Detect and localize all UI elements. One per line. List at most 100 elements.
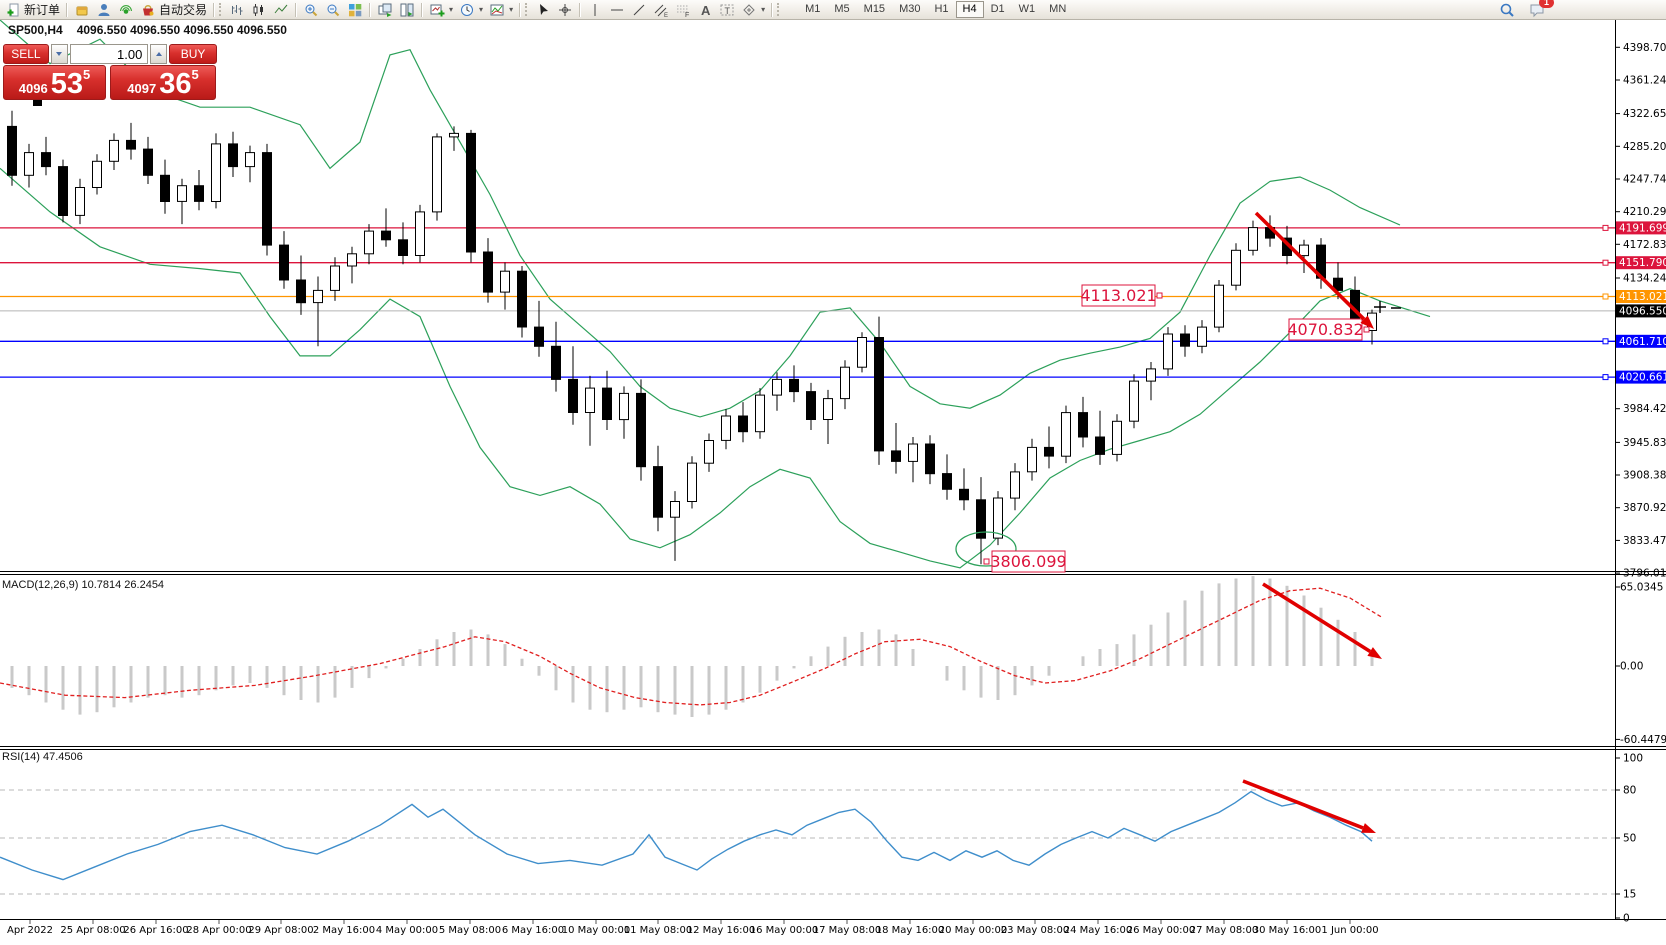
timeframe-button-mn[interactable]: MN bbox=[1049, 3, 1067, 15]
ask-price-main: 36 bbox=[159, 68, 192, 100]
svg-text:3945.835: 3945.835 bbox=[1623, 437, 1666, 449]
bar-chart-button[interactable] bbox=[226, 1, 248, 18]
styler-button[interactable] bbox=[71, 1, 93, 18]
line-chart-icon bbox=[274, 4, 288, 13]
vertical-line-icon bbox=[594, 3, 596, 16]
hline-4020.661[interactable] bbox=[0, 374, 1615, 381]
hline-4191.699[interactable] bbox=[0, 224, 1615, 231]
text-button[interactable]: A bbox=[694, 1, 716, 18]
ask-price-panel[interactable]: 4097 36 5 bbox=[110, 65, 216, 100]
toolbar-right-group: 1 bbox=[1496, 0, 1554, 18]
price-scale[interactable]: 4398.700 4361.245 4322.655 4285.200 4247.745… bbox=[1615, 42, 1666, 925]
candlestick-chart-button[interactable] bbox=[248, 1, 270, 18]
bid-price-pip: 5 bbox=[82, 67, 91, 82]
annotation-4113.021[interactable]: 4113.021 bbox=[1080, 284, 1163, 307]
svg-text:4113.021: 4113.021 bbox=[1619, 291, 1666, 303]
svg-text:65.0345: 65.0345 bbox=[1620, 582, 1663, 594]
volume-input[interactable]: 1.00 bbox=[69, 44, 149, 64]
ask-price-prefix: 4097 bbox=[127, 81, 157, 96]
styler-icon bbox=[76, 6, 88, 15]
new-chart-icon bbox=[430, 4, 445, 16]
sell-button[interactable]: SELL bbox=[3, 44, 49, 64]
zoom-in-button[interactable] bbox=[300, 1, 322, 18]
svg-text:3833.470: 3833.470 bbox=[1623, 535, 1666, 547]
separator bbox=[66, 2, 69, 17]
line-chart-button[interactable] bbox=[270, 1, 292, 18]
ask-price-pip: 5 bbox=[191, 67, 199, 82]
buy-button[interactable]: BUY bbox=[169, 44, 217, 64]
timeframe-button-h4[interactable]: H4 bbox=[955, 1, 984, 18]
svg-text:4096.550: 4096.550 bbox=[1619, 305, 1666, 317]
svg-text:50: 50 bbox=[1623, 833, 1636, 845]
svg-text:T: T bbox=[725, 6, 731, 16]
svg-text:28 Apr 00:00: 28 Apr 00:00 bbox=[186, 925, 251, 936]
arrange-windows-icon bbox=[400, 3, 414, 16]
hline-4151.790[interactable] bbox=[0, 259, 1615, 266]
clock-icon bbox=[461, 3, 474, 16]
timeframe-button-m1[interactable]: M1 bbox=[805, 3, 821, 15]
volume-increase-button[interactable] bbox=[150, 44, 168, 64]
svg-text:0: 0 bbox=[1623, 913, 1630, 925]
bid-price-panel[interactable]: 4096 53 5 bbox=[3, 65, 106, 100]
equidistant-channel-button[interactable]: E bbox=[650, 1, 672, 18]
new-chart-button[interactable]: ▾ bbox=[426, 1, 456, 18]
algo-trading-button[interactable]: 自动交易 bbox=[137, 1, 210, 18]
zoom-out-button[interactable] bbox=[322, 1, 344, 18]
annotation-4070.832[interactable]: 4070.832 bbox=[1287, 318, 1370, 341]
bid-price-prefix: 4096 bbox=[18, 81, 48, 96]
search-button[interactable] bbox=[1496, 1, 1518, 18]
svg-text:4322.655: 4322.655 bbox=[1623, 108, 1666, 120]
volume-decrease-button[interactable] bbox=[50, 44, 68, 64]
new-order-button[interactable]: 新订单 bbox=[2, 1, 63, 18]
trend-arrow-main[interactable] bbox=[1254, 211, 1374, 329]
hline-4061.710[interactable] bbox=[0, 338, 1615, 345]
cascade-windows-button[interactable] bbox=[374, 1, 396, 18]
toolbar-grip bbox=[219, 3, 223, 16]
separator bbox=[771, 2, 774, 17]
svg-text:4191.699: 4191.699 bbox=[1619, 222, 1666, 234]
profile-button[interactable] bbox=[93, 1, 115, 18]
svg-text:15: 15 bbox=[1623, 889, 1636, 901]
timeframe-button-w1[interactable]: W1 bbox=[1018, 3, 1036, 15]
symbol-period: SP500,H4 bbox=[8, 23, 63, 37]
tile-windows-button[interactable] bbox=[344, 1, 366, 18]
svg-text:4210.290: 4210.290 bbox=[1623, 206, 1666, 218]
current-price-label bbox=[1616, 304, 1666, 318]
trendline-button[interactable] bbox=[628, 1, 650, 18]
timeframe-button-h1[interactable]: H1 bbox=[934, 3, 949, 15]
crosshair-button[interactable] bbox=[554, 1, 576, 18]
shapes-button[interactable]: ▾ bbox=[738, 1, 768, 18]
signals-button[interactable] bbox=[115, 1, 137, 18]
arrange-windows-button[interactable] bbox=[396, 1, 418, 18]
annotation-3806.099[interactable]: 3806.099 bbox=[983, 550, 1067, 573]
horizontal-line-button[interactable] bbox=[606, 1, 628, 18]
cursor-button[interactable] bbox=[532, 1, 554, 18]
indicators-button[interactable]: ▾ bbox=[486, 1, 516, 18]
equidistant-channel-icon: E bbox=[654, 4, 668, 18]
period-button[interactable]: ▾ bbox=[456, 1, 486, 18]
hline-4113.021[interactable] bbox=[0, 293, 1615, 300]
timeframe-button-m5[interactable]: M5 bbox=[834, 3, 850, 15]
notifications-button[interactable]: 1 bbox=[1526, 0, 1554, 18]
svg-text:4247.745: 4247.745 bbox=[1623, 174, 1666, 186]
trend-arrow-rsi[interactable] bbox=[1242, 779, 1376, 833]
trend-arrow-macd[interactable] bbox=[1262, 582, 1382, 659]
label-button[interactable]: T bbox=[716, 1, 738, 18]
caret-up-icon bbox=[155, 52, 162, 56]
fibonacci-button[interactable]: F bbox=[672, 1, 694, 18]
bollinger-bands[interactable] bbox=[0, 19, 1431, 569]
crosshair-icon bbox=[559, 3, 572, 16]
highlight-ellipse[interactable] bbox=[955, 531, 1017, 567]
separator bbox=[421, 2, 424, 17]
object-anchor-marker[interactable] bbox=[33, 100, 42, 106]
svg-text:16 May 00:00: 16 May 00:00 bbox=[750, 925, 819, 936]
zoom-out-icon bbox=[327, 4, 340, 16]
timeframe-button-m30[interactable]: M30 bbox=[899, 3, 921, 15]
vertical-line-button[interactable] bbox=[584, 1, 606, 18]
timeframe-button-d1[interactable]: D1 bbox=[990, 3, 1005, 15]
timeframe-button-m15[interactable]: M15 bbox=[863, 3, 886, 15]
fibonacci-icon: F bbox=[677, 5, 689, 18]
